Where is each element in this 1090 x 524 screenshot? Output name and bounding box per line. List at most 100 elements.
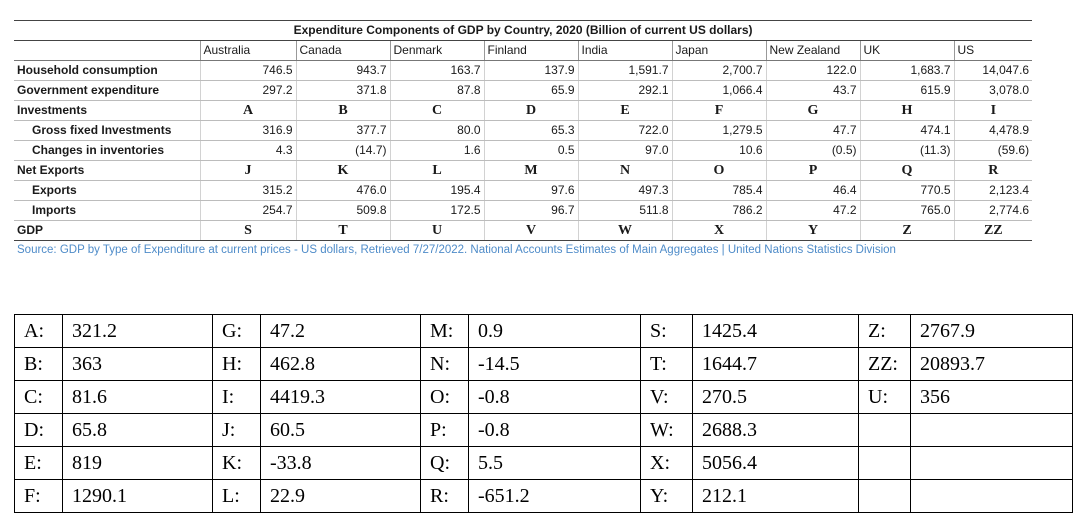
table-row: Government expenditure 297.2 371.8 87.8 65.9…	[14, 80, 1033, 101]
key-letter	[858, 413, 911, 447]
value-cell: 371.8	[295, 80, 390, 101]
table-row: Investments A B C D E F G H I	[14, 100, 1033, 121]
key-letter: J:	[212, 413, 261, 447]
blank-letter-cell: S	[199, 220, 296, 241]
key-letter: K:	[212, 446, 261, 480]
key-value: -0.8	[468, 413, 641, 447]
key-letter: L:	[212, 479, 261, 513]
blank-letter-cell: ZZ	[953, 220, 1033, 241]
value-cell: (14.7)	[295, 140, 390, 161]
value-cell: 316.9	[199, 120, 296, 141]
value-cell: 511.8	[577, 200, 672, 221]
value-cell: 4,478.9	[953, 120, 1033, 141]
blank-letter-cell: M	[483, 160, 578, 181]
key-value: 60.5	[260, 413, 421, 447]
key-letter	[858, 479, 911, 513]
blank-letter-cell: J	[199, 160, 296, 181]
value-cell: 615.9	[859, 80, 954, 101]
value-cell: 1.6	[389, 140, 484, 161]
key-letter: P:	[420, 413, 469, 447]
table-row: GDP S T U V W X Y Z ZZ	[14, 220, 1033, 241]
key-letter: H:	[212, 347, 261, 381]
key-value: 20893.7	[910, 347, 1073, 381]
key-letter: G:	[212, 314, 261, 348]
key-value: 819	[62, 446, 213, 480]
blank-letter-cell: C	[389, 100, 484, 121]
row-label: Imports	[14, 200, 200, 221]
row-label: Changes in inventories	[14, 140, 200, 161]
value-cell: 14,047.6	[953, 60, 1033, 81]
value-cell: 497.3	[577, 180, 672, 201]
value-cell: 254.7	[199, 200, 296, 221]
table-row: Household consumption 746.5 943.7 163.7 137.…	[14, 60, 1033, 81]
blank-letter-cell: Q	[859, 160, 954, 181]
blank-letter-cell: H	[859, 100, 954, 121]
key-value: 321.2	[62, 314, 213, 348]
key-letter: E:	[14, 446, 63, 480]
row-label: Net Exports	[14, 160, 200, 181]
key-value: -651.2	[468, 479, 641, 513]
key-value: 65.8	[62, 413, 213, 447]
value-cell: 96.7	[483, 200, 578, 221]
key-row: B: 363 H: 462.8 N: -14.5 T: 1644.7 ZZ: 20893.7	[14, 347, 1073, 381]
key-value: 5.5	[468, 446, 641, 480]
key-value	[910, 446, 1073, 480]
value-cell: 97.0	[577, 140, 672, 161]
value-cell: 1,279.5	[671, 120, 766, 141]
blank-letter-cell: U	[389, 220, 484, 241]
key-value: 212.1	[692, 479, 859, 513]
key-row: D: 65.8 J: 60.5 P: -0.8 W: 2688.3	[14, 413, 1073, 447]
column-header: New Zealand	[765, 40, 860, 61]
key-letter: O:	[420, 380, 469, 414]
key-letter	[858, 446, 911, 480]
key-value: 363	[62, 347, 213, 381]
answer-key-grid: A: 321.2 G: 47.2 M: 0.9 S: 1425.4 Z: 2767.9 B: 363 H…	[14, 314, 1073, 513]
value-cell: 474.1	[859, 120, 954, 141]
value-cell: 786.2	[671, 200, 766, 221]
blank-letter-cell: B	[295, 100, 390, 121]
blank-letter-cell: T	[295, 220, 390, 241]
key-value: 4419.3	[260, 380, 421, 414]
key-value: 1425.4	[692, 314, 859, 348]
value-cell: 47.7	[765, 120, 860, 141]
key-letter: W:	[640, 413, 693, 447]
value-cell: 746.5	[199, 60, 296, 81]
blank-letter-cell: I	[953, 100, 1033, 121]
value-cell: 509.8	[295, 200, 390, 221]
blank-letter-cell: L	[389, 160, 484, 181]
blank-letter-cell: A	[199, 100, 296, 121]
column-header: US	[953, 40, 1033, 61]
value-cell: 1,066.4	[671, 80, 766, 101]
value-cell: 297.2	[199, 80, 296, 101]
value-cell: 65.3	[483, 120, 578, 141]
value-cell: 4.3	[199, 140, 296, 161]
value-cell: (59.6)	[953, 140, 1033, 161]
key-value: 2767.9	[910, 314, 1073, 348]
value-cell: 765.0	[859, 200, 954, 221]
key-value: -0.8	[468, 380, 641, 414]
table-row: Changes in inventories 4.3 (14.7) 1.6 0.5 97.…	[14, 140, 1033, 161]
blank-letter-cell: W	[577, 220, 672, 241]
key-value: 356	[910, 380, 1073, 414]
value-cell: (11.3)	[859, 140, 954, 161]
key-row: F: 1290.1 L: 22.9 R: -651.2 Y: 212.1	[14, 479, 1073, 513]
table-row: Imports 254.7 509.8 172.5 96.7 511.8 786.2 47.2…	[14, 200, 1033, 221]
row-label: Gross fixed Investments	[14, 120, 200, 141]
value-cell: 476.0	[295, 180, 390, 201]
key-value: 1290.1	[62, 479, 213, 513]
key-row: A: 321.2 G: 47.2 M: 0.9 S: 1425.4 Z: 2767.9	[14, 314, 1073, 348]
blank-letter-cell: F	[671, 100, 766, 121]
column-header: Denmark	[389, 40, 484, 61]
value-cell: 87.8	[389, 80, 484, 101]
table-row: Exports 315.2 476.0 195.4 97.6 497.3 785.4 46.4…	[14, 180, 1033, 201]
key-letter: I:	[212, 380, 261, 414]
value-cell: 315.2	[199, 180, 296, 201]
value-cell: 943.7	[295, 60, 390, 81]
key-letter: F:	[14, 479, 63, 513]
row-label: Household consumption	[14, 60, 200, 81]
key-row: E: 819 K: -33.8 Q: 5.5 X: 5056.4	[14, 446, 1073, 480]
blank-letter-cell: R	[953, 160, 1033, 181]
value-cell: 97.6	[483, 180, 578, 201]
key-letter: X:	[640, 446, 693, 480]
country-header-row: Australia Canada Denmark Finland India Japan N…	[14, 40, 1033, 61]
